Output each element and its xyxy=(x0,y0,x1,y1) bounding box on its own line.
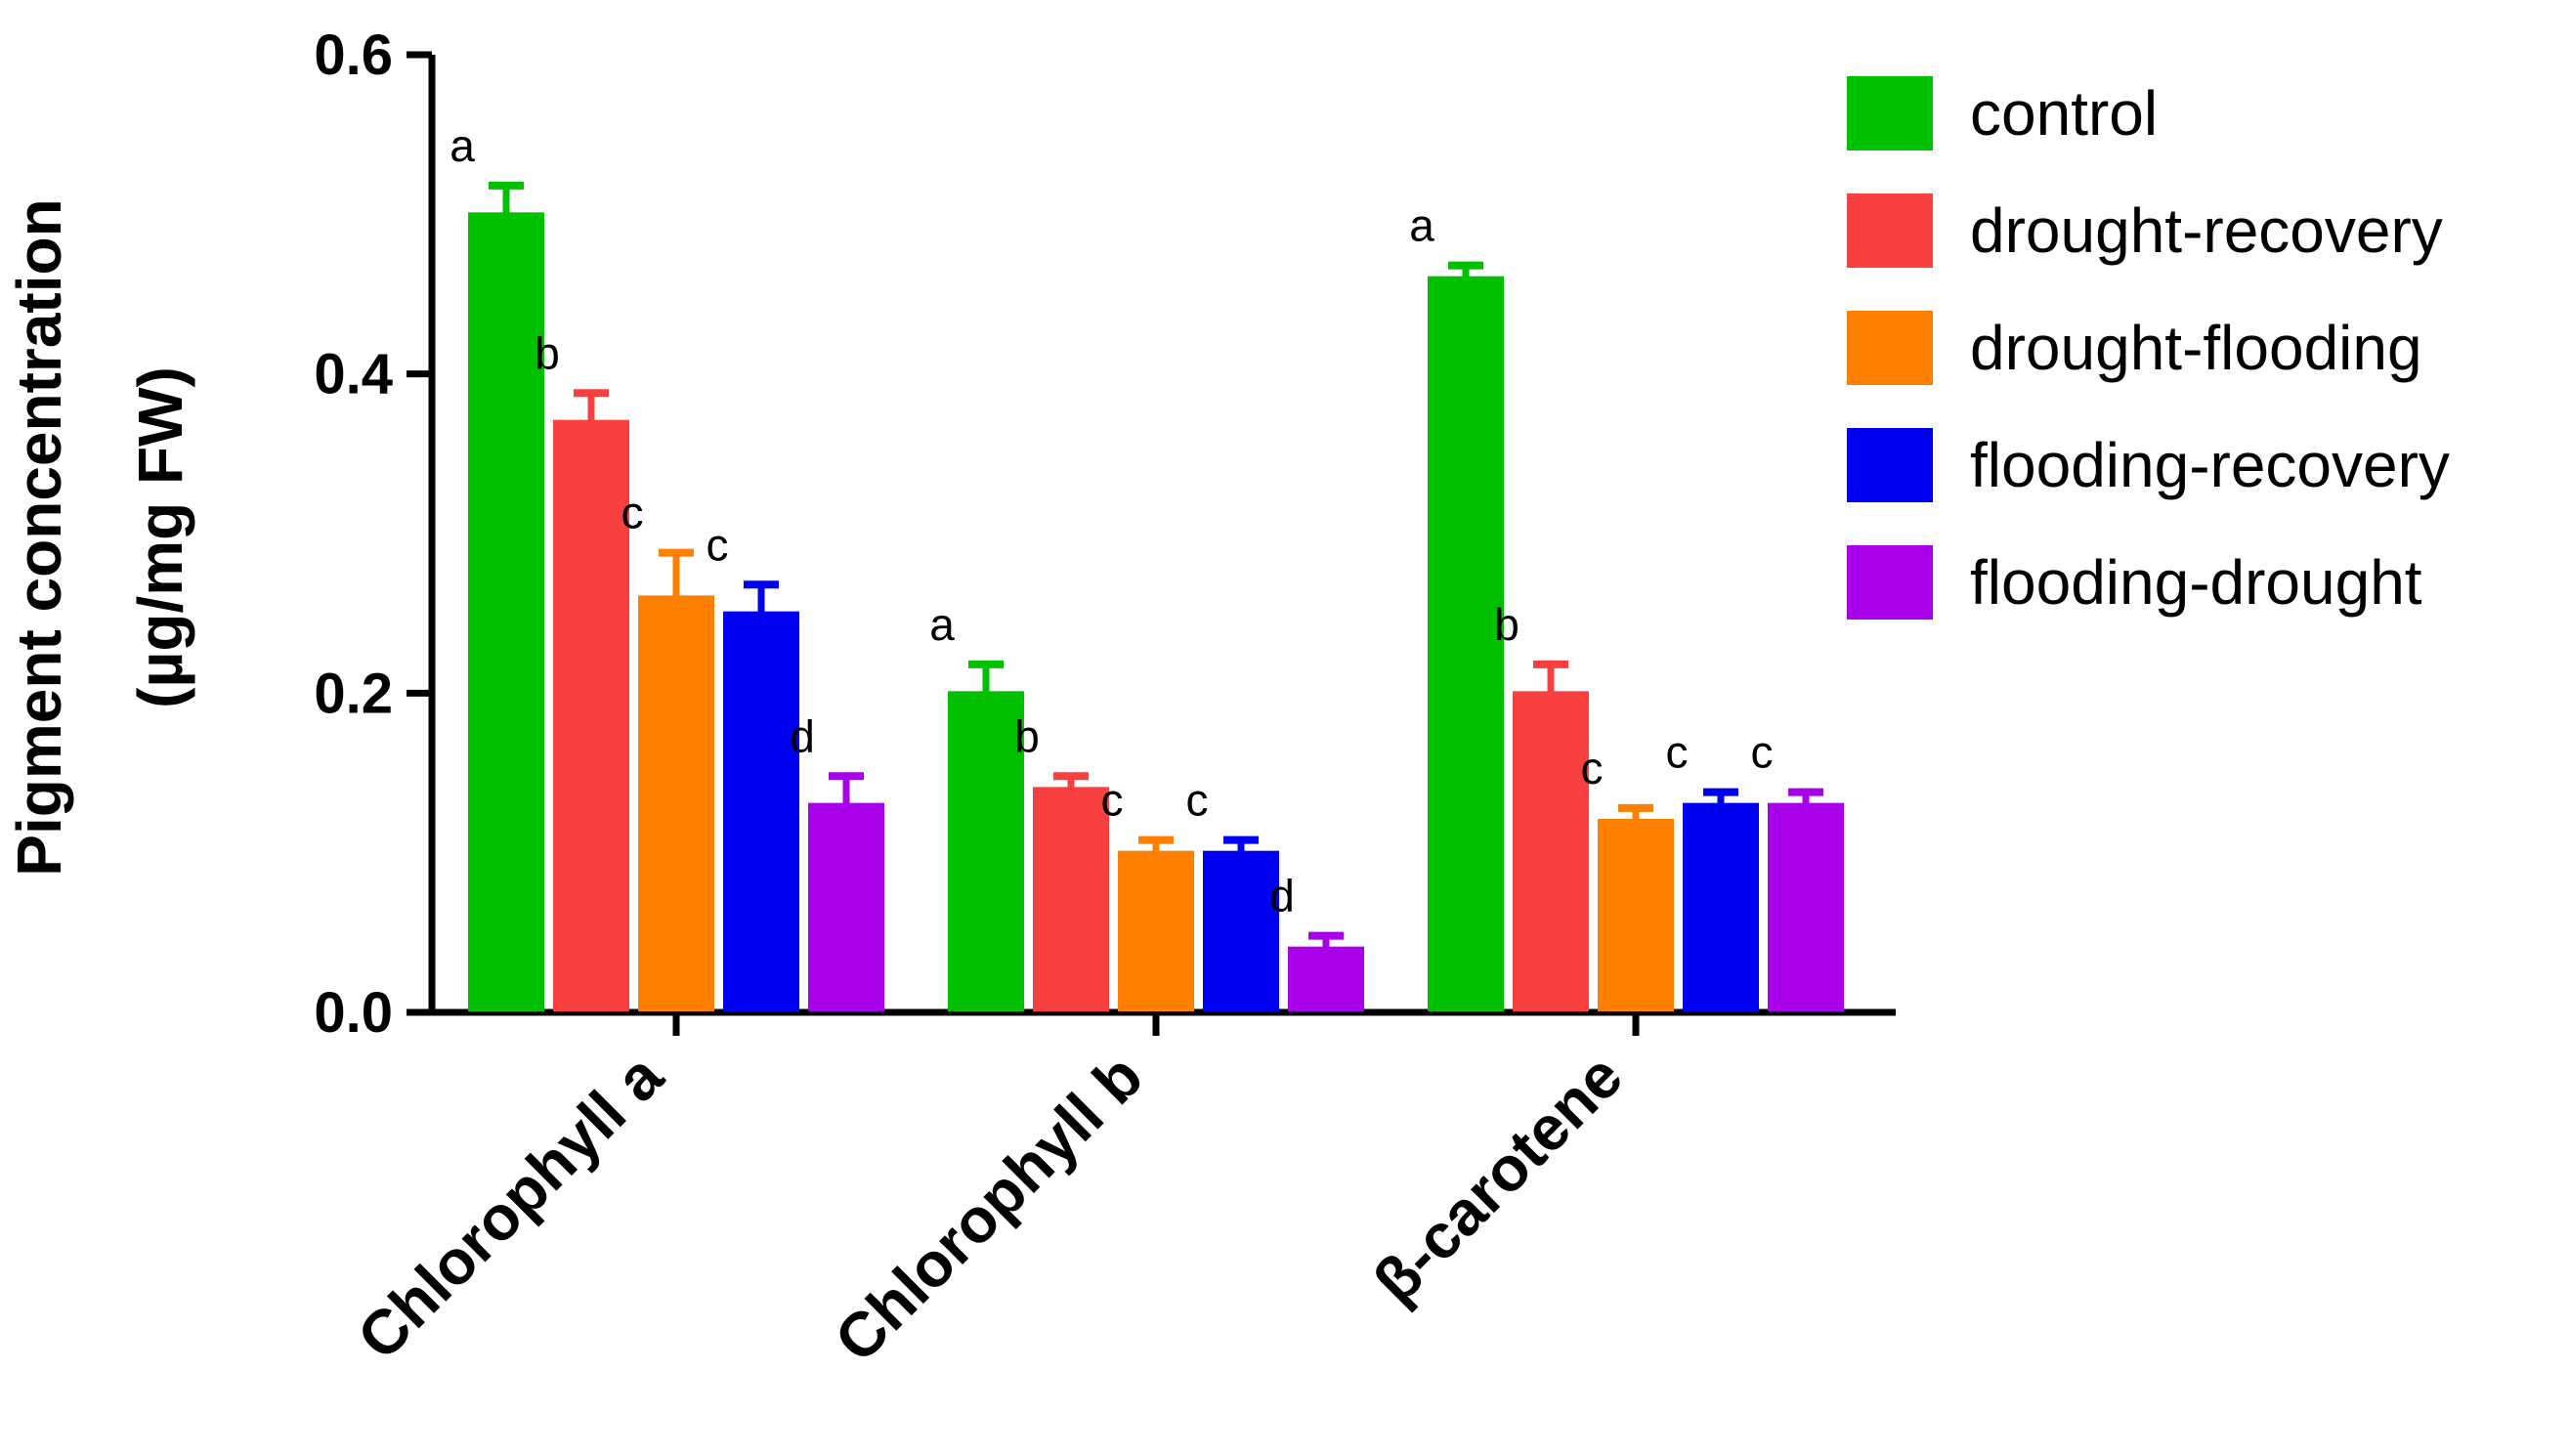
x-category-label: Chlorophyll b xyxy=(821,1041,1156,1376)
y-tick-label: 0.6 xyxy=(314,23,393,87)
bar-drought-flooding xyxy=(638,595,714,1011)
legend-label: drought-flooding xyxy=(1970,313,2422,383)
significance-letter: d xyxy=(1269,871,1295,921)
significance-letter: c xyxy=(1101,775,1124,826)
legend-label: flooding-drought xyxy=(1970,547,2422,618)
bar-flooding-drought xyxy=(808,802,884,1012)
legend-swatch xyxy=(1847,193,1933,268)
significance-letter: a xyxy=(450,120,475,171)
legend-label: control xyxy=(1970,78,2158,149)
bar-control xyxy=(468,212,544,1012)
bar-flooding-recovery xyxy=(723,611,799,1012)
y-axis-label: Pigment concentration (µg/mg FW) xyxy=(4,198,195,876)
legend-swatch xyxy=(1847,76,1933,150)
significance-letter: c xyxy=(1581,743,1604,793)
bar-control xyxy=(1428,276,1504,1011)
legend-swatch xyxy=(1847,545,1933,620)
x-category-label: β-carotene xyxy=(1360,1041,1636,1316)
legend: control drought-recovery drought-flooding f… xyxy=(1847,76,2450,620)
y-tick-label: 0.4 xyxy=(314,343,393,407)
bar-drought-recovery xyxy=(553,419,629,1011)
legend-swatch xyxy=(1847,311,1933,385)
significance-letter: b xyxy=(1494,599,1520,650)
legend-label: flooding-recovery xyxy=(1970,430,2450,500)
y-tick-label: 0.0 xyxy=(314,981,393,1045)
significance-letter: c xyxy=(1186,775,1209,826)
bar-flooding-drought xyxy=(1288,946,1364,1012)
significance-letter: a xyxy=(1409,200,1434,251)
bar-drought-flooding xyxy=(1598,819,1674,1011)
y-axis-label-line2: (µg/mg FW) xyxy=(125,366,195,708)
axes: 0.0 0.2 0.4 0.6 Chlorophyll a Chlorophyll b β-… xyxy=(314,23,1896,1376)
significance-letter: c xyxy=(1751,727,1774,778)
x-category-label: Chlorophyll a xyxy=(344,1041,676,1373)
bar-flooding-drought xyxy=(1768,802,1844,1012)
bar-flooding-recovery xyxy=(1203,850,1279,1012)
y-tick-label: 0.2 xyxy=(314,662,393,725)
bar-drought-flooding xyxy=(1118,850,1194,1012)
significance-letter: d xyxy=(790,710,815,761)
bar-control xyxy=(948,691,1024,1011)
legend-label: drought-recovery xyxy=(1970,195,2443,266)
legend-swatch xyxy=(1847,428,1933,502)
significance-letter: b xyxy=(535,327,560,378)
significance-letter: a xyxy=(929,599,955,650)
significance-letter: c xyxy=(621,488,644,538)
significance-letter: c xyxy=(706,519,729,570)
bar-drought-recovery xyxy=(1513,691,1589,1011)
bar-flooding-recovery xyxy=(1683,802,1759,1012)
significance-letter: b xyxy=(1014,710,1040,761)
y-axis-label-line1: Pigment concentration xyxy=(4,198,74,876)
significance-letter: c xyxy=(1666,727,1689,778)
bars: a b c c d a b c c d a b c c c xyxy=(450,120,1844,1012)
bar-drought-recovery xyxy=(1033,787,1109,1011)
